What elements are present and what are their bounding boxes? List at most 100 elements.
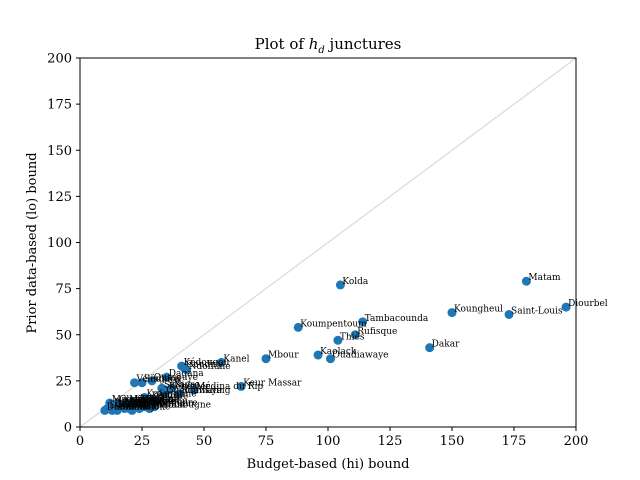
data-point-label: Keur Massar <box>243 378 302 388</box>
y-axis-ticks: 0 25 50 75 100 125 150 175 200 <box>47 52 80 436</box>
data-point <box>358 317 368 327</box>
chart-title: Plot of hd junctures <box>255 35 402 56</box>
data-point <box>447 308 457 318</box>
data-point-label: Birkelane <box>122 399 166 409</box>
data-point-label: Thilogne <box>137 397 177 407</box>
data-point <box>130 378 140 388</box>
diagonal-reference-line <box>79 57 577 428</box>
data-point-label: Guédiawaye <box>166 385 222 396</box>
data-point <box>162 372 172 382</box>
data-point-label: Kolda-Est <box>142 401 186 411</box>
data-point-label: Louga <box>109 401 138 411</box>
data-point-label: Dagana <box>169 369 205 379</box>
x-axis-ticks: 0 25 50 75 100 125 150 175 200 <box>76 427 589 449</box>
y-axis-label: Prior data-based (lo) bound <box>25 152 40 333</box>
data-point-label: Fatick <box>139 399 168 409</box>
data-point-label: Kébémer <box>169 381 211 392</box>
data-point-label: Matam <box>528 273 561 283</box>
data-point-label: Goudiry <box>186 360 223 370</box>
data-point-label: Kolda <box>342 277 369 287</box>
x-tick-label: 25 <box>134 434 151 449</box>
data-point <box>561 302 571 312</box>
data-point <box>216 357 226 367</box>
data-point-label: Gossas <box>129 399 161 409</box>
data-point-label: Koungheul <box>454 305 503 315</box>
data-point-label: Kaffrine <box>151 391 188 401</box>
x-tick-label: 150 <box>440 434 465 449</box>
data-point-label: Thiès <box>340 331 365 342</box>
data-points <box>100 276 571 415</box>
data-point-label: Foundiougne <box>151 401 211 411</box>
data-point-label: Goudomp <box>119 395 163 405</box>
data-point-label: Ndoffane <box>189 362 231 372</box>
data-point-label: Mbour <box>268 351 299 361</box>
data-point-label: Ranérou <box>149 396 188 407</box>
data-point <box>174 389 184 399</box>
data-point-label: Ouadiawaye <box>332 351 388 361</box>
data-point <box>135 404 145 414</box>
data-point <box>182 365 192 375</box>
data-point-label: Saraya <box>164 380 196 390</box>
data-point <box>293 322 303 332</box>
x-tick-label: 50 <box>196 434 213 449</box>
y-tick-label: 175 <box>47 98 72 113</box>
x-axis-label: Budget-based (hi) bound <box>247 457 410 472</box>
data-point-label: Pout <box>127 401 148 411</box>
data-point-label: Kounkané <box>134 394 179 405</box>
data-point-label: Diourbel <box>568 299 608 309</box>
data-point-labels: Matam Kolda Diourbel Koungheul Saint-Louis Ta… <box>107 273 608 412</box>
y-tick-label: 100 <box>47 236 72 251</box>
data-point <box>189 385 199 395</box>
data-point <box>144 404 154 414</box>
y-tick-label: 200 <box>47 52 72 67</box>
data-point-label: Nioro <box>174 380 200 390</box>
data-point <box>333 335 343 345</box>
data-point <box>147 376 157 386</box>
x-tick-label: 100 <box>316 434 341 449</box>
data-point-label: Kédougou <box>184 357 230 368</box>
data-point-label: Saint-Louis <box>511 306 563 316</box>
data-point-label: Bambey <box>119 402 157 412</box>
y-tick-label: 150 <box>47 144 72 159</box>
data-point-label: Mboro <box>124 397 154 407</box>
data-point-label: Kafountine <box>146 389 196 399</box>
data-point-label: Podor <box>156 391 183 401</box>
data-point <box>159 389 169 399</box>
data-point-label: Rufisque <box>357 327 397 337</box>
data-point <box>100 405 110 415</box>
data-point-label: Mékhé <box>129 394 160 405</box>
data-point <box>261 354 271 364</box>
data-point <box>149 394 159 404</box>
data-point-label: Bignona <box>142 395 180 405</box>
data-point-label: Kaolack <box>320 347 357 357</box>
data-point <box>325 354 335 364</box>
data-point <box>350 330 360 340</box>
y-tick-label: 125 <box>47 190 72 205</box>
y-tick-label: 75 <box>55 282 72 297</box>
x-tick-label: 75 <box>258 434 275 449</box>
data-point-label: Oussouye <box>154 373 198 383</box>
x-tick-label: 200 <box>564 434 589 449</box>
data-point <box>112 405 122 415</box>
data-point-label: Vélingara <box>136 374 181 385</box>
data-point-label: Médina du Rip <box>196 381 263 392</box>
data-point-label: Diofior <box>114 399 146 409</box>
data-point-label: Touba <box>117 401 145 411</box>
data-point-label: Tivaouane <box>146 399 193 409</box>
data-point <box>425 343 435 353</box>
data-point-label: Bounkiling <box>181 386 231 396</box>
data-point <box>335 280 345 290</box>
data-point <box>236 381 246 391</box>
data-point-label: Kanel <box>223 354 249 364</box>
data-point-label: Tambacounda <box>365 314 429 324</box>
data-point-label: Sédhiou <box>144 374 181 385</box>
x-tick-label: 0 <box>76 434 84 449</box>
data-point <box>313 350 323 360</box>
y-tick-label: 50 <box>55 328 72 343</box>
data-point-label: Joal <box>131 401 149 411</box>
y-tick-label: 0 <box>64 421 72 436</box>
y-tick-label: 25 <box>55 374 72 389</box>
data-point-label: Diamniadio <box>107 402 159 412</box>
data-point <box>137 378 147 388</box>
